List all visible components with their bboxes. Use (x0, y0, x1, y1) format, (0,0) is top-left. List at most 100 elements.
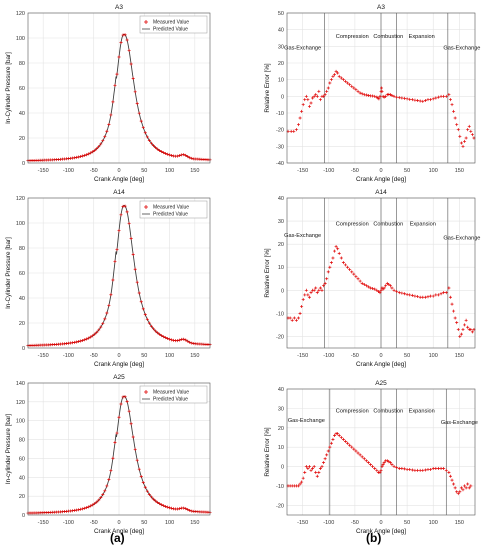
error-point (452, 109, 456, 113)
measured-point (107, 478, 111, 482)
y-tick-label: 60 (19, 456, 25, 462)
error-point (322, 94, 326, 98)
measured-point (151, 144, 155, 148)
x-tick-label: -100 (323, 168, 334, 174)
x-tick-label: -50 (351, 520, 359, 526)
measured-point (176, 339, 180, 343)
y-tick-label: 100 (16, 36, 25, 42)
measured-point (109, 469, 113, 473)
error-point (296, 123, 300, 127)
error-point (418, 99, 422, 103)
measured-point (87, 336, 91, 340)
measured-point (75, 508, 79, 512)
error-point (461, 144, 465, 148)
y-tick-label: 80 (19, 61, 25, 67)
x-tick-label: 100 (165, 168, 174, 174)
measured-point (123, 33, 127, 37)
error-point (382, 286, 386, 290)
error-point (314, 93, 318, 97)
error-point (456, 492, 460, 496)
measured-point (107, 122, 111, 126)
measured-point (141, 307, 145, 311)
error-point (339, 256, 343, 260)
measured-point (190, 156, 194, 160)
plot-frame (27, 382, 211, 516)
measured-point (182, 337, 186, 341)
measured-point (127, 48, 131, 52)
error-point (410, 98, 414, 102)
y-tick-label: 0 (22, 346, 25, 352)
error-point (395, 95, 399, 99)
error-point (447, 286, 451, 290)
measured-point (117, 55, 121, 59)
error-point (413, 468, 417, 472)
error-point (390, 94, 394, 97)
error-point (408, 467, 412, 471)
error-point (392, 288, 396, 292)
measured-point (111, 278, 115, 282)
error-point (390, 286, 394, 290)
error-point (373, 287, 377, 291)
error-point (467, 124, 471, 128)
measured-point (111, 456, 115, 460)
x-tick-label: 0 (117, 168, 120, 174)
error-point (376, 289, 380, 293)
measured-point (133, 447, 137, 451)
error-point (436, 293, 440, 297)
measured-point (153, 329, 157, 333)
measured-point (117, 415, 121, 419)
error-point (470, 330, 474, 334)
measured-point (109, 293, 113, 297)
error-point (300, 304, 304, 308)
measured-point (97, 145, 101, 149)
error-point (328, 81, 332, 85)
x-tick-label: 150 (455, 353, 464, 359)
error-point (354, 449, 358, 453)
x-tick-label: -100 (323, 353, 334, 359)
measured-point (127, 221, 131, 225)
measured-point (188, 156, 192, 160)
error-point (323, 281, 327, 285)
error-point (343, 439, 347, 443)
chart-title: A3 (377, 4, 385, 11)
measured-point (159, 150, 163, 154)
measured-point (87, 152, 91, 156)
y-tick-label: 40 (19, 475, 25, 481)
error-point (464, 318, 468, 322)
measured-point (81, 507, 85, 511)
measured-point (109, 113, 113, 117)
measured-point (89, 151, 93, 155)
error-point (397, 96, 401, 100)
y-tick-label: 60 (19, 271, 25, 277)
measured-point (115, 431, 119, 435)
error-point (453, 486, 457, 490)
error-point (452, 309, 456, 313)
y-tick-label: 0 (22, 161, 25, 167)
error-point (387, 460, 391, 464)
error-point (307, 295, 311, 299)
error-point (358, 453, 362, 457)
measured-point (125, 400, 129, 404)
error-point (369, 463, 373, 467)
y-tick-label: -40 (276, 161, 284, 167)
error-point (426, 467, 430, 471)
measured-point (101, 139, 105, 143)
error-point (421, 99, 425, 103)
error-point (360, 281, 364, 285)
measured-point (168, 506, 172, 510)
error-point (323, 93, 327, 97)
error-point (364, 93, 368, 97)
error-point (381, 463, 385, 467)
measured-point (141, 480, 145, 484)
y-tick-label: 20 (19, 494, 25, 500)
error-point (439, 94, 443, 98)
error-point (341, 78, 345, 82)
error-point (318, 466, 322, 470)
measured-point (93, 502, 97, 506)
error-point (323, 457, 327, 461)
error-point (455, 123, 459, 127)
measured-point (149, 495, 153, 499)
measured-point (166, 336, 170, 340)
error-point (334, 244, 338, 248)
phase-label: Combustion (373, 34, 403, 40)
